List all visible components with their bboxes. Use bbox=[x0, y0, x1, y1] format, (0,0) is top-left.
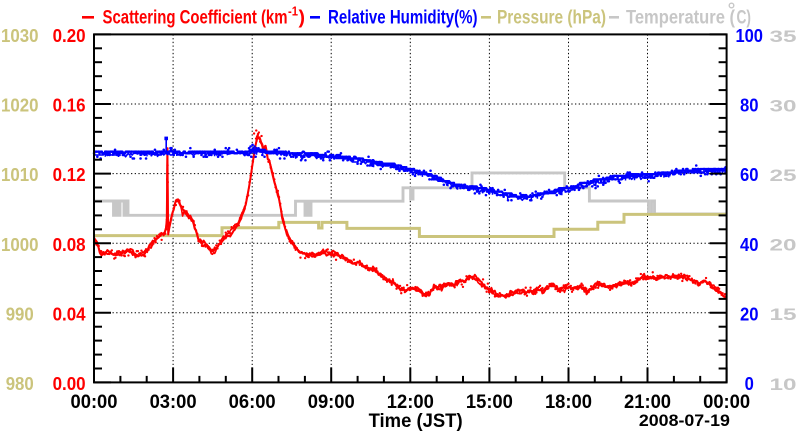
svg-text:Time (JST): Time (JST) bbox=[369, 411, 463, 432]
svg-text:00:00: 00:00 bbox=[71, 391, 118, 413]
svg-text:0.00: 0.00 bbox=[53, 373, 86, 394]
svg-text:30: 30 bbox=[770, 96, 797, 115]
svg-text:Scattering Coefficient (km: Scattering Coefficient (km bbox=[103, 6, 288, 28]
svg-text:09:00: 09:00 bbox=[308, 391, 355, 413]
svg-text:03:00: 03:00 bbox=[150, 391, 197, 413]
svg-text:25: 25 bbox=[770, 166, 797, 185]
svg-text:0.04: 0.04 bbox=[53, 303, 87, 324]
svg-text:2008-07-19: 2008-07-19 bbox=[639, 411, 730, 430]
svg-text:40: 40 bbox=[740, 234, 759, 255]
svg-text:20: 20 bbox=[770, 236, 797, 255]
svg-text:0.20: 0.20 bbox=[53, 25, 86, 46]
svg-text:990: 990 bbox=[6, 303, 34, 324]
svg-text:1010: 1010 bbox=[1, 164, 39, 185]
svg-text:0.12: 0.12 bbox=[53, 164, 86, 185]
svg-text:06:00: 06:00 bbox=[229, 391, 276, 413]
svg-text:0: 0 bbox=[745, 373, 754, 394]
svg-text:21:00: 21:00 bbox=[624, 391, 671, 413]
svg-text:Temperature (: Temperature ( bbox=[626, 6, 735, 28]
svg-text:15: 15 bbox=[770, 305, 797, 324]
svg-text:1030: 1030 bbox=[1, 25, 39, 46]
svg-text:1020: 1020 bbox=[1, 95, 39, 116]
svg-text:0.16: 0.16 bbox=[53, 95, 86, 116]
svg-text:1000: 1000 bbox=[1, 234, 39, 255]
svg-text:80: 80 bbox=[740, 95, 759, 116]
svg-text:35: 35 bbox=[770, 27, 797, 46]
svg-text:18:00: 18:00 bbox=[545, 391, 592, 413]
svg-text:12:00: 12:00 bbox=[387, 391, 434, 413]
svg-text:00:00: 00:00 bbox=[703, 391, 750, 413]
svg-text:Pressure (hPa): Pressure (hPa) bbox=[497, 6, 606, 28]
svg-text:20: 20 bbox=[740, 303, 759, 324]
svg-text:0.08: 0.08 bbox=[53, 234, 86, 255]
svg-text:100: 100 bbox=[735, 25, 763, 46]
svg-text:980: 980 bbox=[6, 373, 34, 394]
svg-text:60: 60 bbox=[740, 164, 759, 185]
svg-text:-1: -1 bbox=[288, 4, 298, 19]
svg-text:10: 10 bbox=[770, 375, 797, 394]
svg-text:): ) bbox=[299, 6, 306, 28]
svg-text:15:00: 15:00 bbox=[466, 391, 513, 413]
svg-text:Relative Humidity(%): Relative Humidity(%) bbox=[328, 6, 478, 28]
svg-text:C): C) bbox=[737, 6, 752, 28]
